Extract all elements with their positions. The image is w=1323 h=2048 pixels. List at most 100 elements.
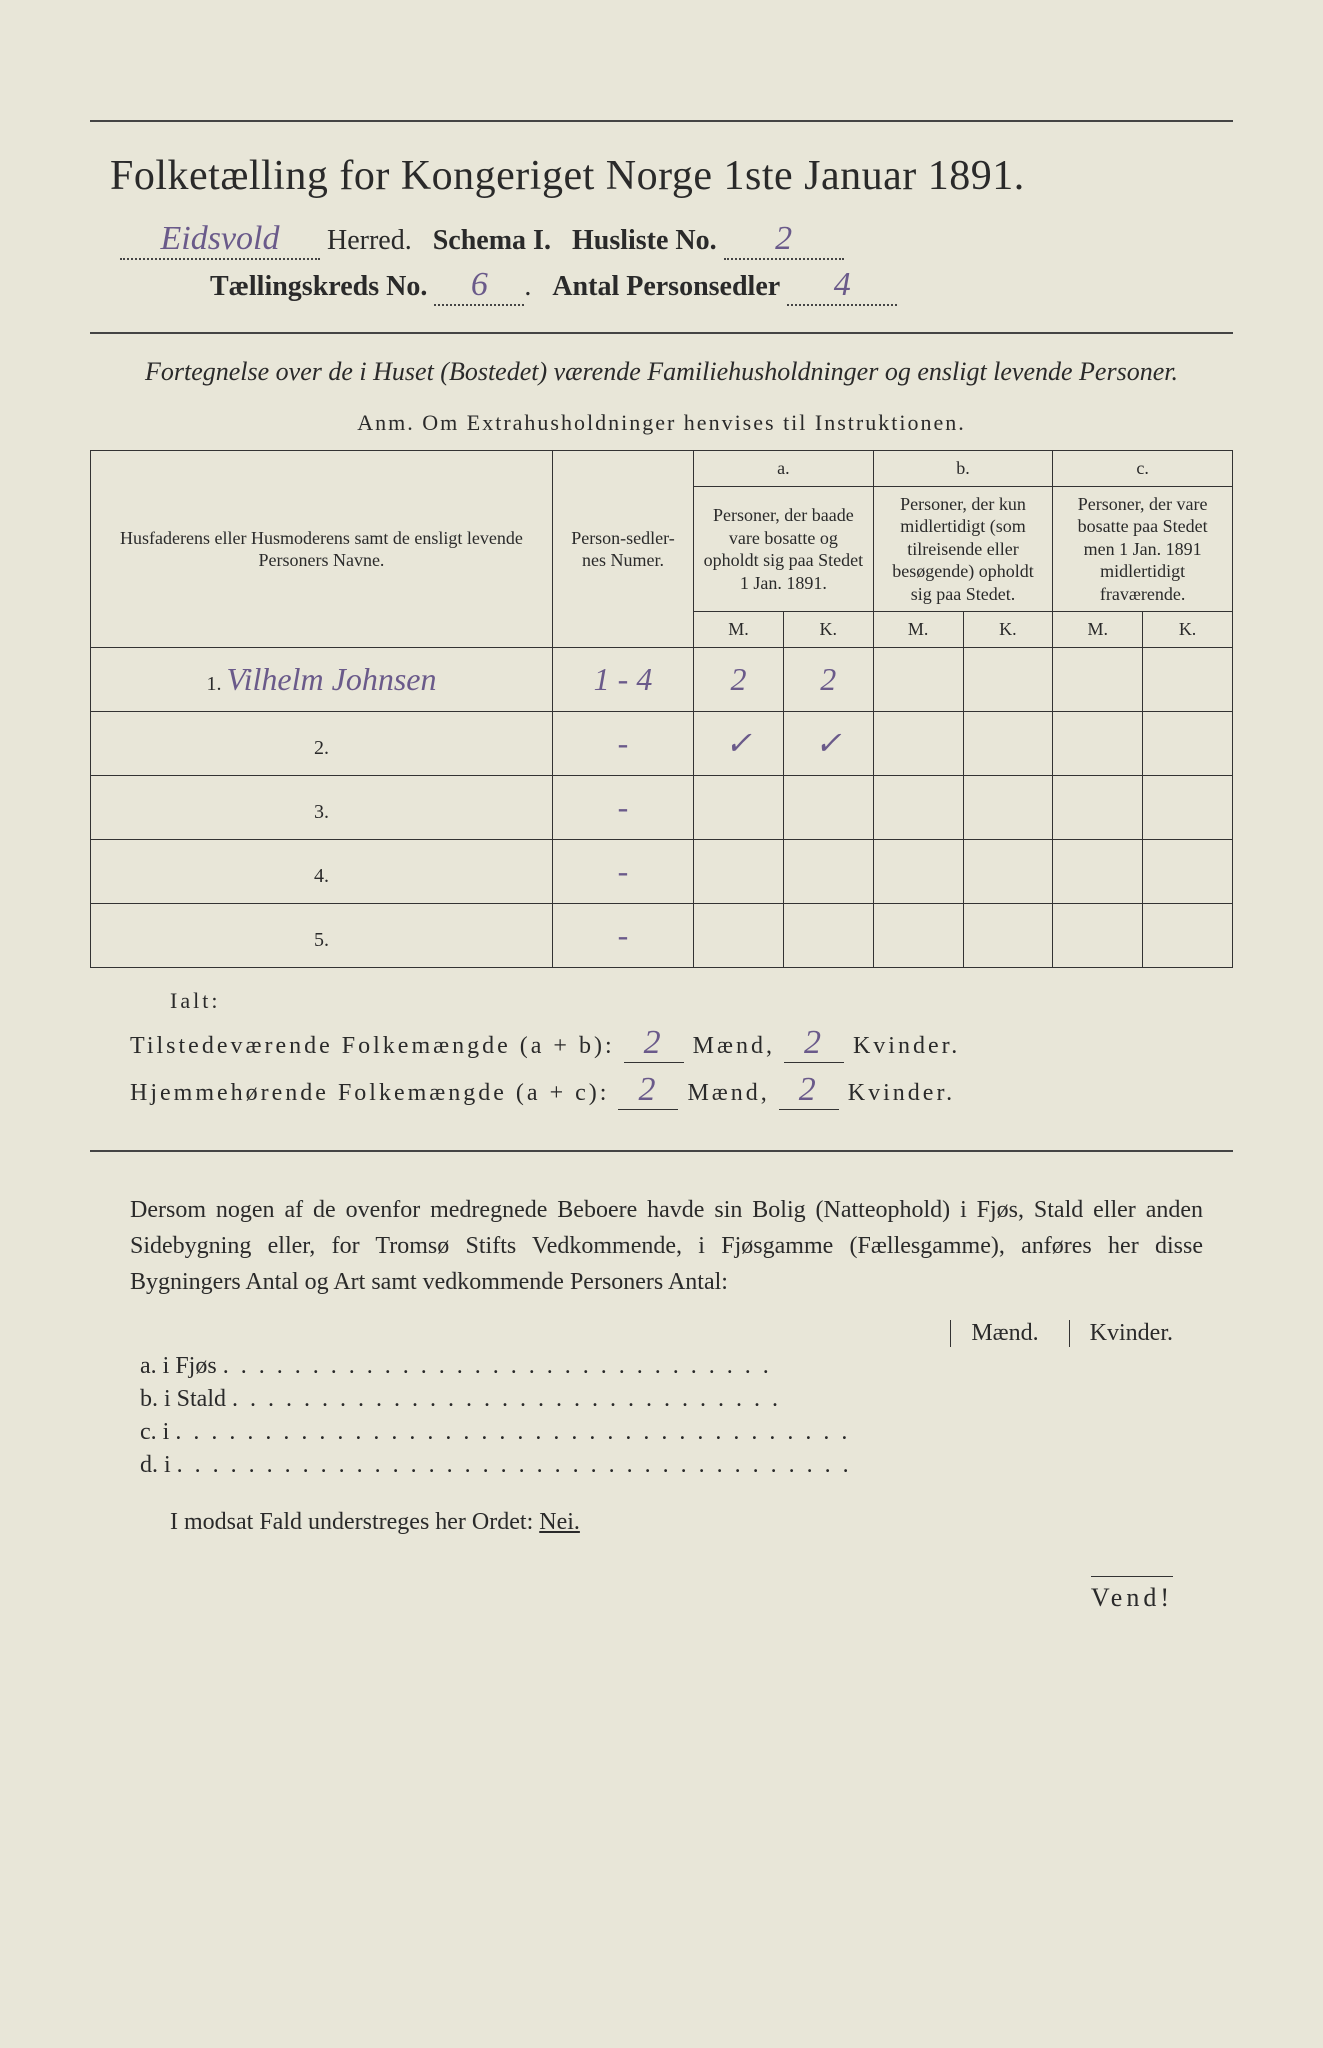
nei-line: I modsat Fald understreges her Ordet: Ne…	[170, 1509, 1233, 1536]
row-num: -	[552, 903, 693, 967]
col-b: Personer, der kun midlertidigt (som tilr…	[873, 486, 1053, 612]
maend-2: Mænd,	[687, 1080, 769, 1106]
row-am	[694, 839, 784, 903]
page-title: Folketælling for Kongeriget Norge 1ste J…	[90, 152, 1233, 200]
ialt-label: Ialt:	[170, 988, 1233, 1014]
list-d: d. i . . . . . . . . . . . . . . . . . .…	[140, 1452, 1183, 1479]
row-name: 2.	[91, 711, 553, 775]
line-herred: Eidsvold Herred. Schema I. Husliste No. …	[90, 220, 1233, 260]
row-cm	[1053, 839, 1143, 903]
row-bk	[963, 903, 1053, 967]
row-name: 1. Vilhelm Johnsen	[91, 647, 553, 711]
row-cm	[1053, 903, 1143, 967]
col-num: Person-sedler-nes Numer.	[552, 451, 693, 648]
kreds-label: Tællingskreds No.	[210, 271, 427, 302]
row-ck	[1143, 839, 1233, 903]
paragraph: Dersom nogen af de ovenfor medregnede Be…	[130, 1192, 1203, 1300]
list-a: a. i Fjøs . . . . . . . . . . . . . . . …	[140, 1353, 1183, 1380]
nei-label: I modsat Fald understreges her Ordet:	[170, 1509, 533, 1535]
tilstede-m: 2	[624, 1024, 684, 1063]
list-a-label: a. i Fjøs	[140, 1353, 217, 1379]
nei-word: Nei.	[539, 1509, 580, 1535]
row-bm	[873, 775, 963, 839]
col-a-top: a.	[694, 451, 874, 487]
row-bm	[873, 711, 963, 775]
row-am: 2	[694, 647, 784, 711]
mk-k: Kvinder.	[1069, 1320, 1173, 1347]
dots: . . . . . . . . . . . . . . . . . . . . …	[177, 1452, 852, 1478]
row-ck	[1143, 903, 1233, 967]
row-bk	[963, 775, 1053, 839]
maend-1: Mænd,	[693, 1033, 775, 1059]
subtitle: Fortegnelse over de i Huset (Bostedet) v…	[130, 354, 1193, 390]
row-name: 3.	[91, 775, 553, 839]
total-line-2: Hjemmehørende Folkemængde (a + c): 2 Mæn…	[130, 1071, 1193, 1110]
tilstede-k: 2	[784, 1024, 844, 1063]
list-c-label: c. i	[140, 1419, 169, 1445]
herred-value: Eidsvold	[120, 220, 320, 260]
table-row: 3. -	[91, 775, 1233, 839]
list-d-label: d. i	[140, 1452, 171, 1478]
antal-value: 4	[787, 266, 897, 306]
col-a-k: K.	[783, 612, 873, 648]
row-ak	[783, 839, 873, 903]
table-row: 4. -	[91, 839, 1233, 903]
row-am: ✓	[694, 711, 784, 775]
col-c-top: c.	[1053, 451, 1233, 487]
hjemme-k: 2	[779, 1071, 839, 1110]
table-row: 1. Vilhelm Johnsen1 - 422	[91, 647, 1233, 711]
col-c-m: M.	[1053, 612, 1143, 648]
row-ck	[1143, 711, 1233, 775]
col-c: Personer, der vare bosatte paa Stedet me…	[1053, 486, 1233, 612]
col-b-m: M.	[873, 612, 963, 648]
row-ck	[1143, 647, 1233, 711]
table-row: 5. -	[91, 903, 1233, 967]
row-ak	[783, 903, 873, 967]
herred-label: Herred.	[327, 225, 412, 256]
kvinder-2: Kvinder.	[848, 1080, 955, 1106]
dots: . . . . . . . . . . . . . . . . . . . . …	[232, 1386, 781, 1412]
kreds-value: 6	[434, 266, 524, 306]
header-block: Folketælling for Kongeriget Norge 1ste J…	[90, 120, 1233, 334]
col-a: Personer, der baade vare bosatte og opho…	[694, 486, 874, 612]
schema-label: Schema I.	[433, 225, 551, 256]
row-bm	[873, 903, 963, 967]
row-cm	[1053, 711, 1143, 775]
row-num: -	[552, 839, 693, 903]
mk-header: Mænd. Kvinder.	[90, 1320, 1173, 1347]
col-name: Husfaderens eller Husmoderens samt de en…	[91, 451, 553, 648]
row-ak	[783, 775, 873, 839]
row-ak: 2	[783, 647, 873, 711]
col-c-k: K.	[1143, 612, 1233, 648]
row-num: -	[552, 775, 693, 839]
col-a-m: M.	[694, 612, 784, 648]
row-bm	[873, 647, 963, 711]
row-num: 1 - 4	[552, 647, 693, 711]
list-c: c. i . . . . . . . . . . . . . . . . . .…	[140, 1419, 1183, 1446]
dots: . . . . . . . . . . . . . . . . . . . . …	[175, 1419, 850, 1445]
row-bk	[963, 839, 1053, 903]
hjemme-m: 2	[618, 1071, 678, 1110]
husliste-value: 2	[724, 220, 844, 260]
row-am	[694, 903, 784, 967]
row-am	[694, 775, 784, 839]
list-b: b. i Stald . . . . . . . . . . . . . . .…	[140, 1386, 1183, 1413]
col-b-k: K.	[963, 612, 1053, 648]
row-bm	[873, 839, 963, 903]
anm-note: Anm. Om Extrahusholdninger henvises til …	[90, 410, 1233, 436]
table-row: 2. -✓✓	[91, 711, 1233, 775]
antal-label: Antal Personsedler	[552, 271, 780, 302]
tilstede-label: Tilstedeværende Folkemængde (a + b):	[130, 1033, 615, 1059]
row-cm	[1053, 775, 1143, 839]
col-b-top: b.	[873, 451, 1053, 487]
row-ck	[1143, 775, 1233, 839]
dots: . . . . . . . . . . . . . . . . . . . . …	[223, 1353, 772, 1379]
census-table: Husfaderens eller Husmoderens samt de en…	[90, 450, 1233, 968]
row-cm	[1053, 647, 1143, 711]
kvinder-1: Kvinder.	[853, 1033, 960, 1059]
row-name: 5.	[91, 903, 553, 967]
husliste-label: Husliste No.	[572, 225, 717, 256]
row-name: 4.	[91, 839, 553, 903]
mk-m: Mænd.	[950, 1320, 1038, 1347]
row-bk	[963, 711, 1053, 775]
